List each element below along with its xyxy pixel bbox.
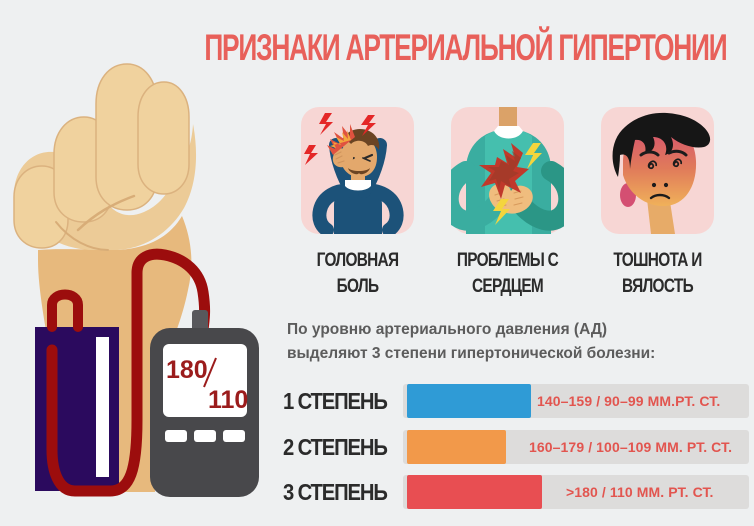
svg-text:180: 180 [166,356,208,384]
svg-text:110: 110 [208,386,248,414]
